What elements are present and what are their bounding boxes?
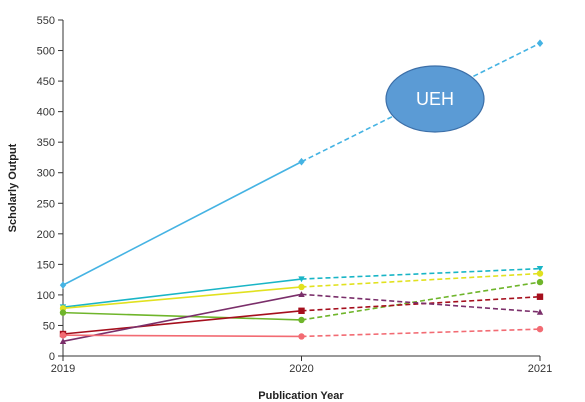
series-1 [59, 39, 544, 289]
series-7 [59, 325, 544, 340]
series-line-dashed [301, 42, 541, 163]
data-point [298, 283, 305, 291]
y-tick-label: 150 [37, 259, 55, 271]
data-point [298, 291, 305, 297]
data-point [536, 39, 544, 48]
y-tick-label: 200 [37, 229, 55, 241]
data-point [536, 293, 544, 300]
data-point [536, 308, 544, 315]
series-3 [59, 270, 544, 312]
y-tick-label: 400 [37, 107, 55, 119]
data-point [298, 276, 305, 283]
series-line-solid [62, 334, 302, 338]
axes: 0 50 100 150 200 250 300 350 400 450 500 550 2019 202… [37, 15, 553, 375]
series-line-dashed [301, 328, 541, 338]
series-line-dashed [301, 272, 541, 288]
callout-label: UEH [416, 89, 454, 109]
x-tick-label: 2021 [528, 363, 552, 375]
y-tick-label: 550 [37, 15, 55, 27]
series-line-solid [62, 311, 302, 321]
callout-ellipse [385, 65, 485, 133]
callout: UEH [385, 65, 485, 133]
series-layer [59, 39, 544, 345]
y-tick-label: 300 [37, 168, 55, 180]
data-point [298, 157, 305, 166]
y-tick-label: 450 [37, 76, 55, 88]
y-axis-title: Scholarly Output [7, 143, 19, 232]
data-point [298, 316, 305, 324]
data-point [536, 278, 544, 286]
y-tick-label: 100 [37, 290, 55, 302]
y-tick-label: 350 [37, 137, 55, 149]
data-point [536, 265, 544, 272]
data-point [298, 307, 305, 314]
data-point [298, 333, 305, 340]
series-4 [59, 278, 544, 324]
series-line-solid [62, 278, 302, 308]
series-line-solid [62, 161, 302, 286]
series-line-solid [62, 286, 302, 310]
y-tick-label: 0 [49, 351, 55, 363]
data-point [536, 325, 544, 333]
x-axis-title: Publication Year [258, 390, 344, 402]
x-tick-label: 2019 [51, 363, 75, 375]
data-point [59, 281, 67, 289]
y-tick-label: 500 [37, 46, 55, 58]
data-point [536, 270, 544, 277]
series-line-dashed [301, 267, 541, 280]
series-6 [59, 291, 544, 345]
y-tick-label: 50 [43, 320, 55, 332]
data-point [59, 309, 67, 316]
data-point [59, 338, 67, 345]
x-tick-label: 2020 [289, 363, 313, 375]
series-line-dashed [301, 281, 541, 321]
y-tick-label: 250 [37, 198, 55, 210]
series-line-solid [62, 293, 302, 343]
data-point [59, 332, 67, 339]
series-line-solid [62, 309, 302, 335]
